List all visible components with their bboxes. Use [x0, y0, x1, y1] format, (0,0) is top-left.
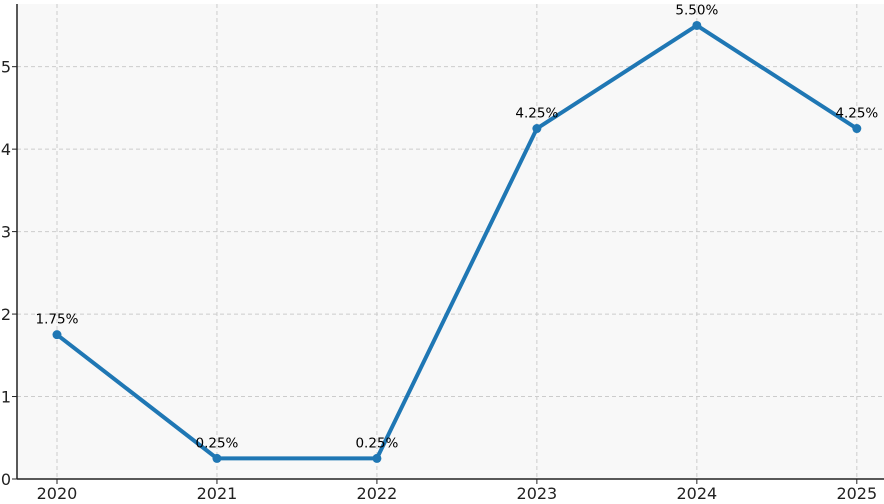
- series-line: [54, 23, 859, 461]
- x-tick-label: 2022: [357, 484, 398, 503]
- plot-area: [17, 4, 884, 479]
- x-tick-label: 2025: [836, 484, 877, 503]
- data-label: 0.25%: [355, 435, 398, 451]
- data-label: 4.25%: [515, 106, 558, 122]
- y-tick-label: 3: [1, 223, 11, 242]
- data-point: [532, 124, 542, 134]
- data-label: 1.75%: [36, 312, 79, 328]
- data-label: 4.25%: [835, 106, 878, 122]
- data-label: 5.50%: [675, 2, 718, 18]
- x-tick-label: 2020: [37, 484, 78, 503]
- data-point: [52, 330, 62, 340]
- data-point: [372, 453, 382, 463]
- y-tick-label: 5: [1, 58, 11, 77]
- y-tick-label: 4: [1, 140, 11, 159]
- y-tick-label: 2: [1, 305, 11, 324]
- data-point: [852, 124, 862, 134]
- x-tick-label: 2023: [517, 484, 558, 503]
- x-tick-label: 2024: [676, 484, 717, 503]
- y-tick-label: 0: [1, 470, 11, 489]
- y-tick-label: 1: [1, 388, 11, 407]
- x-tick-label: 2021: [197, 484, 238, 503]
- data-point: [692, 20, 702, 30]
- data-label: 0.25%: [196, 435, 239, 451]
- data-point: [212, 453, 222, 463]
